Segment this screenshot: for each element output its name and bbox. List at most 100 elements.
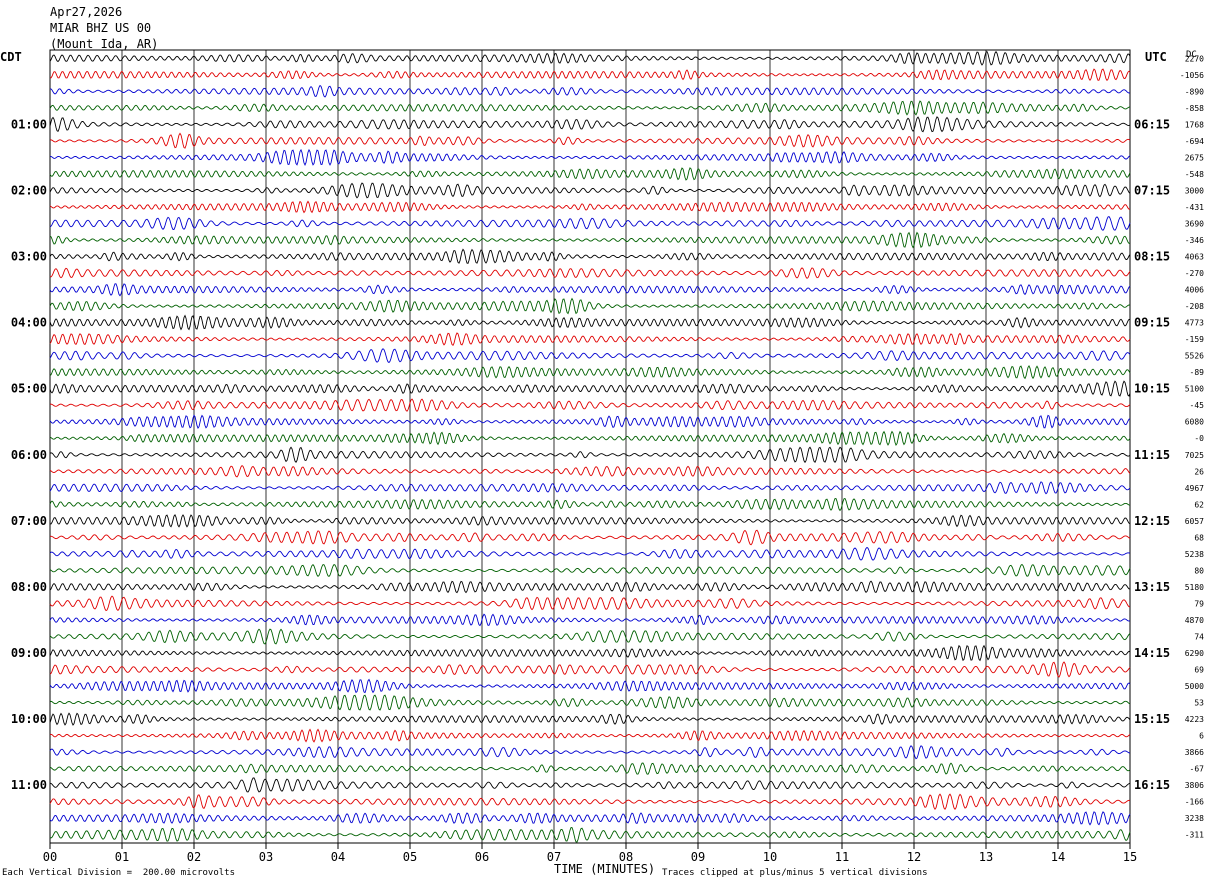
right-hour-label: 07:15 — [1134, 183, 1170, 197]
right-hour-label: 10:15 — [1134, 382, 1170, 396]
trace-row — [49, 712, 1131, 726]
right-hour-label: 08:15 — [1134, 250, 1170, 264]
dc-offset-label: 3238 — [1185, 814, 1204, 823]
trace-row — [49, 811, 1131, 826]
trace-row — [49, 182, 1131, 199]
trace-row — [49, 283, 1131, 297]
plot-frame — [49, 49, 1131, 844]
left-hour-label: 04:00 — [11, 316, 47, 330]
dc-offset-label: -270 — [1185, 269, 1204, 278]
dc-offset-label: 5526 — [1185, 352, 1204, 361]
x-tick-label: 09 — [691, 850, 705, 864]
x-tick-label: 02 — [187, 850, 201, 864]
dc-offset-label: 4967 — [1185, 484, 1204, 493]
dc-offset-label: -67 — [1190, 765, 1205, 774]
dc-offset-label: 3866 — [1185, 748, 1204, 757]
left-hour-label: 10:00 — [11, 712, 47, 726]
dc-offset-label: 2675 — [1185, 153, 1204, 162]
dc-offset-label: 69 — [1194, 666, 1204, 675]
left-hour-label: 01:00 — [11, 117, 47, 131]
dc-offset-label: 62 — [1194, 500, 1204, 509]
right-timezone-label: UTC — [1145, 50, 1167, 64]
dc-offset-label: -1056 — [1180, 71, 1204, 80]
right-hour-label: 06:15 — [1134, 117, 1170, 131]
dc-offset-label: 4870 — [1185, 616, 1204, 625]
dc-offset-label: 5100 — [1185, 385, 1204, 394]
dc-offset-label: 4223 — [1185, 715, 1204, 724]
trace-row — [49, 678, 1131, 694]
dc-offset-label: 5000 — [1185, 682, 1204, 691]
date-label: Apr27,2026 — [50, 5, 123, 19]
trace-row — [49, 398, 1131, 412]
x-tick-label: 00 — [43, 850, 57, 864]
x-axis-title: TIME (MINUTES) — [554, 862, 656, 876]
x-tick-label: 05 — [403, 850, 417, 864]
dc-offset-label: -890 — [1185, 87, 1204, 96]
right-hour-label: 15:15 — [1134, 712, 1170, 726]
left-hour-label: 05:00 — [11, 382, 47, 396]
trace-row — [49, 613, 1131, 627]
dc-offset-label: -166 — [1185, 798, 1204, 807]
station-label: MIAR BHZ US 00 — [50, 21, 152, 35]
dc-offset-label: -159 — [1185, 335, 1204, 344]
left-hour-label: 02:00 — [11, 183, 47, 197]
dc-offset-label: -0 — [1194, 434, 1204, 443]
right-hour-label: 13:15 — [1134, 580, 1170, 594]
right-hour-label: 16:15 — [1134, 778, 1170, 792]
dc-offset-label: 5238 — [1185, 550, 1204, 559]
x-tick-label: 12 — [907, 850, 921, 864]
trace-row — [49, 580, 1131, 594]
dc-offset-label: -45 — [1190, 401, 1205, 410]
trace-row — [49, 595, 1131, 612]
trace-row — [49, 380, 1131, 397]
dc-offset-label: 79 — [1194, 599, 1204, 608]
dc-offset-label: -346 — [1185, 236, 1204, 245]
left-timezone-label: CDT — [0, 50, 22, 64]
trace-row — [49, 777, 1131, 793]
trace-row — [49, 644, 1131, 662]
dc-offset-label: -431 — [1185, 203, 1204, 212]
x-tick-label: 15 — [1123, 850, 1137, 864]
left-hour-label: 06:00 — [11, 448, 47, 462]
right-hour-label: 12:15 — [1134, 514, 1170, 528]
trace-row — [49, 464, 1131, 478]
dc-offset-label: -311 — [1185, 831, 1204, 840]
dc-offset-label: 3000 — [1185, 186, 1204, 195]
dc-offset-label: 5180 — [1185, 583, 1204, 592]
dc-offset-label: -89 — [1190, 368, 1205, 377]
dc-offset-label: 26 — [1194, 467, 1204, 476]
trace-row — [49, 348, 1131, 364]
trace-row — [49, 694, 1131, 711]
dc-offset-label: 6057 — [1185, 517, 1204, 526]
trace-row — [49, 481, 1131, 495]
x-tick-label: 04 — [331, 850, 345, 864]
trace-row — [49, 116, 1131, 133]
trace-row — [49, 446, 1131, 464]
trace-row — [49, 167, 1131, 181]
trace-row — [49, 827, 1131, 843]
dc-offset-label: 74 — [1194, 632, 1204, 641]
left-hour-label: 11:00 — [11, 778, 47, 792]
left-hour-label: 08:00 — [11, 580, 47, 594]
trace-row — [50, 148, 1131, 166]
trace-row — [49, 297, 1130, 315]
x-tick-label: 10 — [763, 850, 777, 864]
x-tick-label: 13 — [979, 850, 993, 864]
x-tick-label: 06 — [475, 850, 489, 864]
trace-row — [49, 497, 1131, 512]
trace-row — [49, 231, 1131, 249]
trace-row — [49, 216, 1131, 231]
clip-note: Traces clipped at plus/minus 5 vertical … — [662, 868, 928, 878]
trace-row — [49, 514, 1131, 528]
dc-offset-label: 3690 — [1185, 219, 1204, 228]
trace-row — [49, 267, 1131, 279]
dc-offset-label: 4773 — [1185, 319, 1204, 328]
dc-offset-label: 2270 — [1185, 54, 1204, 63]
dc-offset-label: 7025 — [1185, 451, 1204, 460]
dc-offset-label: 53 — [1194, 699, 1204, 708]
dc-offset-label: -858 — [1185, 104, 1204, 113]
trace-row — [49, 430, 1131, 446]
trace-row — [49, 200, 1130, 214]
left-hour-label: 07:00 — [11, 514, 47, 528]
